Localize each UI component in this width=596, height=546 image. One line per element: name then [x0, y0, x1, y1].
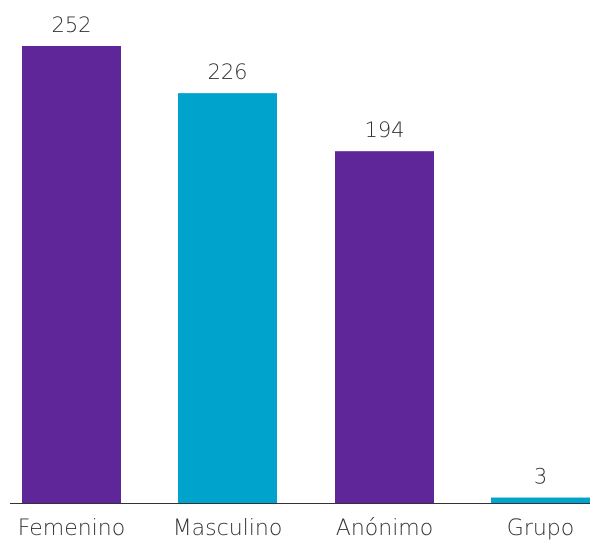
bar-femenino — [22, 46, 121, 503]
category-label: Masculino — [173, 516, 283, 541]
bar-an-nimo — [335, 151, 434, 503]
value-label: 252 — [51, 13, 91, 37]
value-label: 194 — [364, 118, 404, 142]
value-labels-layer: 252 226 194 3 — [51, 13, 547, 489]
category-labels-layer: Femenino Masculino Anónimo Grupo — [18, 516, 574, 541]
category-label: Anónimo — [336, 516, 433, 541]
category-label: Femenino — [18, 516, 125, 541]
bar-masculino — [178, 93, 277, 504]
bars-layer — [22, 46, 590, 504]
value-label: 226 — [207, 60, 247, 84]
category-label: Grupo — [507, 516, 574, 541]
bar-grupo — [491, 497, 590, 503]
value-label: 3 — [534, 465, 547, 489]
